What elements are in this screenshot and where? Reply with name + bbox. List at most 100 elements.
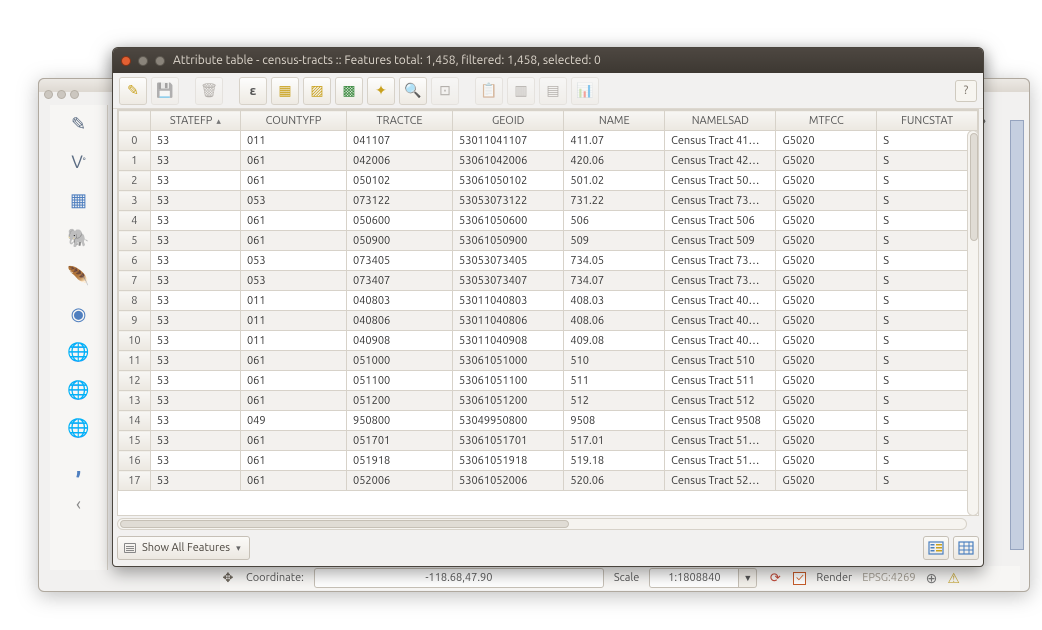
- column-header-funcstat[interactable]: FUNCSTAT: [877, 111, 978, 131]
- cell-statefp[interactable]: 53: [150, 211, 240, 231]
- cell-name[interactable]: 9508: [564, 411, 665, 431]
- cell-name[interactable]: 734.05: [564, 251, 665, 271]
- cell-namelsad[interactable]: Census Tract 73…: [665, 191, 776, 211]
- table-row[interactable]: 75305307340753053073407734.07Census Trac…: [119, 271, 978, 291]
- cell-statefp[interactable]: 53: [150, 151, 240, 171]
- node-tool-icon[interactable]: ▦: [68, 189, 90, 211]
- cell-name[interactable]: 408.03: [564, 291, 665, 311]
- cell-mtfcc[interactable]: G5020: [776, 251, 877, 271]
- cell-geoid[interactable]: 53061051000: [453, 351, 564, 371]
- cell-statefp[interactable]: 53: [150, 431, 240, 451]
- cell-geoid[interactable]: 53011040806: [453, 311, 564, 331]
- row-index[interactable]: 1: [119, 151, 151, 171]
- column-header-tractce[interactable]: TRACTCE: [347, 111, 453, 131]
- globe-wfs-icon[interactable]: 🌐: [68, 417, 90, 439]
- cell-countyfp[interactable]: 061: [240, 471, 346, 491]
- cell-namelsad[interactable]: Census Tract 509: [665, 231, 776, 251]
- cell-funcstat[interactable]: S: [877, 371, 978, 391]
- deselect-all-button[interactable]: ▩: [335, 77, 363, 105]
- scale-field[interactable]: 1:1808840: [649, 568, 739, 588]
- cell-statefp[interactable]: 53: [150, 411, 240, 431]
- cell-statefp[interactable]: 53: [150, 391, 240, 411]
- form-view-button[interactable]: [923, 536, 949, 560]
- cell-mtfcc[interactable]: G5020: [776, 431, 877, 451]
- cell-tractce[interactable]: 040908: [347, 331, 453, 351]
- cell-statefp[interactable]: 53: [150, 351, 240, 371]
- cell-geoid[interactable]: 53061042006: [453, 151, 564, 171]
- select-all-button[interactable]: ▦: [271, 77, 299, 105]
- column-header-namelsad[interactable]: NAMELSAD: [665, 111, 776, 131]
- row-index[interactable]: 14: [119, 411, 151, 431]
- table-row[interactable]: 135306105120053061051200512Census Tract …: [119, 391, 978, 411]
- cell-tractce[interactable]: 051918: [347, 451, 453, 471]
- cell-funcstat[interactable]: S: [877, 231, 978, 251]
- cell-mtfcc[interactable]: G5020: [776, 391, 877, 411]
- cell-countyfp[interactable]: 049: [240, 411, 346, 431]
- copy-rows-button[interactable]: 📋: [475, 77, 503, 105]
- render-checkbox[interactable]: ✓: [793, 572, 806, 585]
- cell-tractce[interactable]: 050102: [347, 171, 453, 191]
- cell-statefp[interactable]: 53: [150, 311, 240, 331]
- show-features-filter-button[interactable]: Show All Features ▾: [117, 536, 250, 560]
- cell-geoid[interactable]: 53061052006: [453, 471, 564, 491]
- shell-icon[interactable]: ◉: [68, 303, 90, 325]
- cell-mtfcc[interactable]: G5020: [776, 231, 877, 251]
- cell-name[interactable]: 512: [564, 391, 665, 411]
- cell-funcstat[interactable]: S: [877, 291, 978, 311]
- row-index[interactable]: 16: [119, 451, 151, 471]
- cell-countyfp[interactable]: 061: [240, 231, 346, 251]
- row-index[interactable]: 8: [119, 291, 151, 311]
- cell-tractce[interactable]: 051000: [347, 351, 453, 371]
- delete-selected-button[interactable]: 🗑: [195, 77, 223, 105]
- cell-tractce[interactable]: 051701: [347, 431, 453, 451]
- cell-tractce[interactable]: 040806: [347, 311, 453, 331]
- table-row[interactable]: 05301104110753011041107411.07Census Trac…: [119, 131, 978, 151]
- row-index[interactable]: 15: [119, 431, 151, 451]
- qgis-window-controls[interactable]: [44, 90, 79, 99]
- feather-icon[interactable]: 🪶: [68, 265, 90, 287]
- maximize-icon[interactable]: [155, 56, 165, 66]
- cell-funcstat[interactable]: S: [877, 211, 978, 231]
- comma-icon[interactable]: ,: [68, 455, 90, 477]
- cell-geoid[interactable]: 53061051200: [453, 391, 564, 411]
- cell-mtfcc[interactable]: G5020: [776, 271, 877, 291]
- cell-tractce[interactable]: 040803: [347, 291, 453, 311]
- cell-name[interactable]: 734.07: [564, 271, 665, 291]
- row-index[interactable]: 13: [119, 391, 151, 411]
- globe-wms-icon[interactable]: 🌐: [68, 379, 90, 401]
- cell-statefp[interactable]: 53: [150, 451, 240, 471]
- cell-funcstat[interactable]: S: [877, 431, 978, 451]
- cell-geoid[interactable]: 53061051100: [453, 371, 564, 391]
- row-index[interactable]: 0: [119, 131, 151, 151]
- crs-globe-icon[interactable]: ⊕: [926, 570, 938, 587]
- cell-name[interactable]: 520.06: [564, 471, 665, 491]
- cell-namelsad[interactable]: Census Tract 9508: [665, 411, 776, 431]
- cell-countyfp[interactable]: 061: [240, 391, 346, 411]
- cell-tractce[interactable]: 051200: [347, 391, 453, 411]
- column-header-geoid[interactable]: GEOID: [453, 111, 564, 131]
- cell-statefp[interactable]: 53: [150, 271, 240, 291]
- table-row[interactable]: 115306105100053061051000510Census Tract …: [119, 351, 978, 371]
- cell-statefp[interactable]: 53: [150, 171, 240, 191]
- delete-column-button[interactable]: ▤: [539, 77, 567, 105]
- cell-countyfp[interactable]: 061: [240, 431, 346, 451]
- messages-warning-icon[interactable]: ⚠: [947, 570, 960, 587]
- cell-tractce[interactable]: 051100: [347, 371, 453, 391]
- attribute-table-grid[interactable]: STATEFP COUNTYFP TRACTCE GEOID NAME NAME…: [118, 110, 978, 491]
- cell-namelsad[interactable]: Census Tract 511: [665, 371, 776, 391]
- cell-countyfp[interactable]: 061: [240, 171, 346, 191]
- row-index[interactable]: 6: [119, 251, 151, 271]
- cell-namelsad[interactable]: Census Tract 51…: [665, 431, 776, 451]
- scale-dropdown-icon[interactable]: ▼: [739, 568, 757, 588]
- close-icon[interactable]: [121, 56, 131, 66]
- cell-tractce[interactable]: 050600: [347, 211, 453, 231]
- cell-statefp[interactable]: 53: [150, 331, 240, 351]
- cell-mtfcc[interactable]: G5020: [776, 211, 877, 231]
- cell-statefp[interactable]: 53: [150, 131, 240, 151]
- minimize-icon[interactable]: [138, 56, 148, 66]
- table-row[interactable]: 125306105110053061051100511Census Tract …: [119, 371, 978, 391]
- cell-namelsad[interactable]: Census Tract 40…: [665, 311, 776, 331]
- cell-tractce[interactable]: 052006: [347, 471, 453, 491]
- cell-geoid[interactable]: 53061051918: [453, 451, 564, 471]
- cell-mtfcc[interactable]: G5020: [776, 471, 877, 491]
